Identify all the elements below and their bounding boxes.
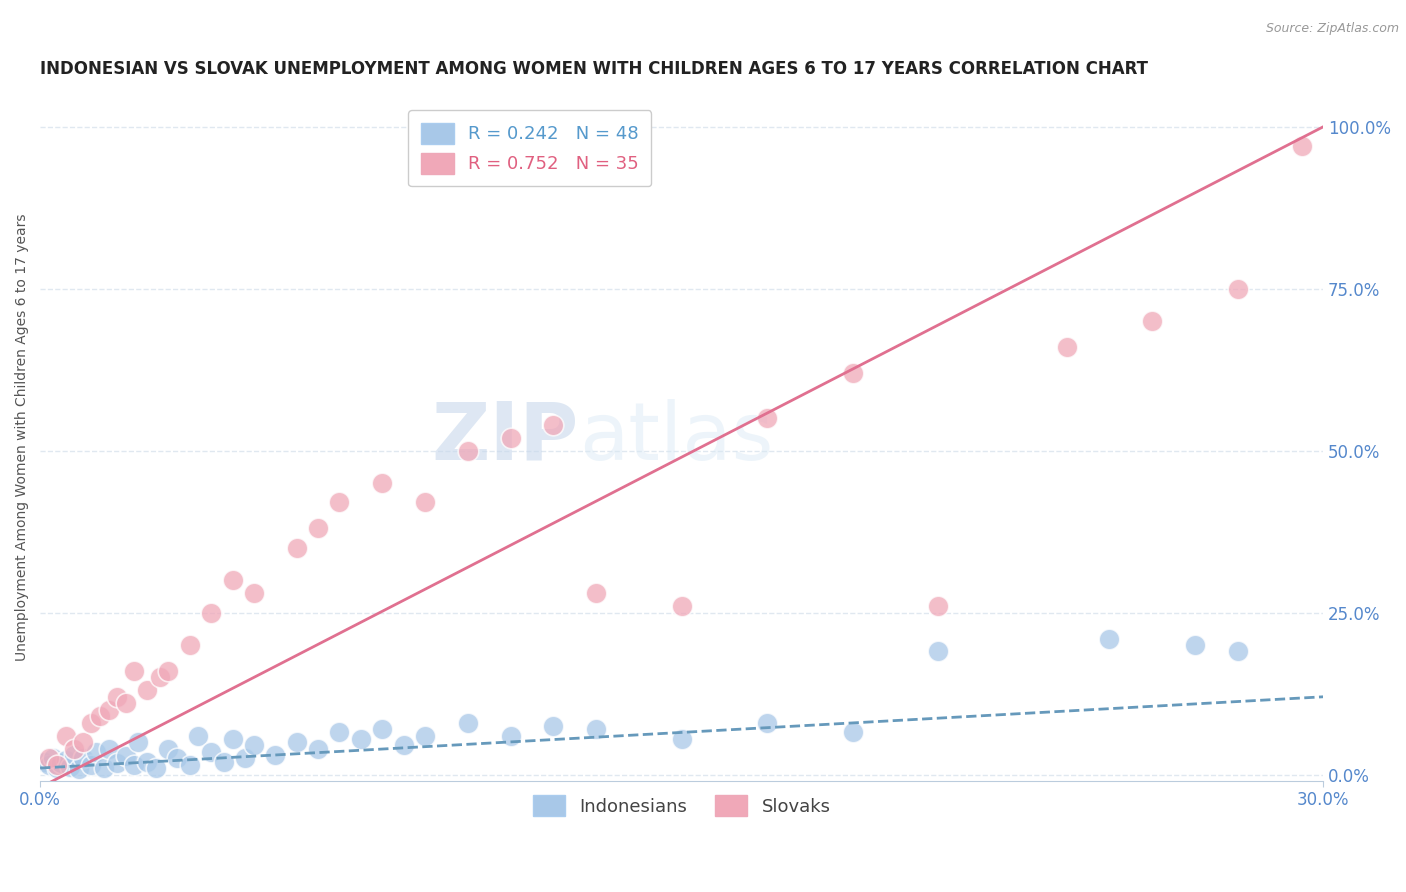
- Point: [328, 495, 350, 509]
- Point: [371, 722, 394, 736]
- Point: [457, 715, 479, 730]
- Point: [543, 719, 565, 733]
- Point: [97, 703, 120, 717]
- Point: [80, 715, 103, 730]
- Point: [285, 541, 308, 555]
- Point: [89, 709, 111, 723]
- Text: atlas: atlas: [579, 399, 773, 476]
- Point: [307, 521, 329, 535]
- Text: Source: ZipAtlas.com: Source: ZipAtlas.com: [1265, 22, 1399, 36]
- Point: [585, 586, 607, 600]
- Point: [63, 741, 86, 756]
- Point: [187, 729, 209, 743]
- Point: [84, 745, 107, 759]
- Point: [105, 690, 128, 704]
- Text: ZIP: ZIP: [432, 399, 579, 476]
- Point: [72, 751, 94, 765]
- Point: [42, 751, 65, 765]
- Point: [80, 757, 103, 772]
- Point: [157, 664, 180, 678]
- Point: [221, 573, 243, 587]
- Point: [1291, 139, 1313, 153]
- Point: [46, 761, 69, 775]
- Point: [122, 664, 145, 678]
- Point: [200, 606, 222, 620]
- Text: INDONESIAN VS SLOVAK UNEMPLOYMENT AMONG WOMEN WITH CHILDREN AGES 6 TO 17 YEARS C: INDONESIAN VS SLOVAK UNEMPLOYMENT AMONG …: [41, 60, 1149, 78]
- Point: [756, 715, 779, 730]
- Point: [51, 756, 73, 770]
- Point: [413, 729, 436, 743]
- Point: [1056, 340, 1078, 354]
- Point: [166, 751, 188, 765]
- Point: [1140, 314, 1163, 328]
- Point: [543, 417, 565, 432]
- Point: [179, 757, 201, 772]
- Point: [59, 760, 82, 774]
- Point: [127, 735, 149, 749]
- Legend: Indonesians, Slovaks: Indonesians, Slovaks: [526, 789, 838, 823]
- Point: [841, 366, 863, 380]
- Point: [136, 683, 159, 698]
- Point: [157, 741, 180, 756]
- Y-axis label: Unemployment Among Women with Children Ages 6 to 17 years: Unemployment Among Women with Children A…: [15, 214, 30, 662]
- Point: [243, 739, 266, 753]
- Point: [350, 731, 373, 746]
- Point: [149, 670, 172, 684]
- Point: [243, 586, 266, 600]
- Point: [671, 731, 693, 746]
- Point: [927, 644, 949, 658]
- Point: [63, 748, 86, 763]
- Point: [307, 741, 329, 756]
- Point: [212, 755, 235, 769]
- Point: [67, 762, 90, 776]
- Point: [585, 722, 607, 736]
- Point: [264, 748, 287, 763]
- Point: [392, 739, 415, 753]
- Point: [38, 751, 60, 765]
- Point: [457, 443, 479, 458]
- Point: [55, 753, 77, 767]
- Point: [72, 735, 94, 749]
- Point: [1098, 632, 1121, 646]
- Point: [55, 729, 77, 743]
- Point: [122, 757, 145, 772]
- Point: [927, 599, 949, 614]
- Point: [221, 731, 243, 746]
- Point: [34, 755, 56, 769]
- Point: [97, 741, 120, 756]
- Point: [671, 599, 693, 614]
- Point: [114, 696, 136, 710]
- Point: [413, 495, 436, 509]
- Point: [145, 761, 167, 775]
- Point: [93, 761, 115, 775]
- Point: [1184, 638, 1206, 652]
- Point: [179, 638, 201, 652]
- Point: [328, 725, 350, 739]
- Point: [38, 757, 60, 772]
- Point: [285, 735, 308, 749]
- Point: [105, 756, 128, 770]
- Point: [46, 757, 69, 772]
- Point: [235, 751, 257, 765]
- Point: [499, 431, 522, 445]
- Point: [114, 749, 136, 764]
- Point: [756, 411, 779, 425]
- Point: [136, 755, 159, 769]
- Point: [1226, 644, 1249, 658]
- Point: [371, 476, 394, 491]
- Point: [499, 729, 522, 743]
- Point: [200, 745, 222, 759]
- Point: [1226, 282, 1249, 296]
- Point: [841, 725, 863, 739]
